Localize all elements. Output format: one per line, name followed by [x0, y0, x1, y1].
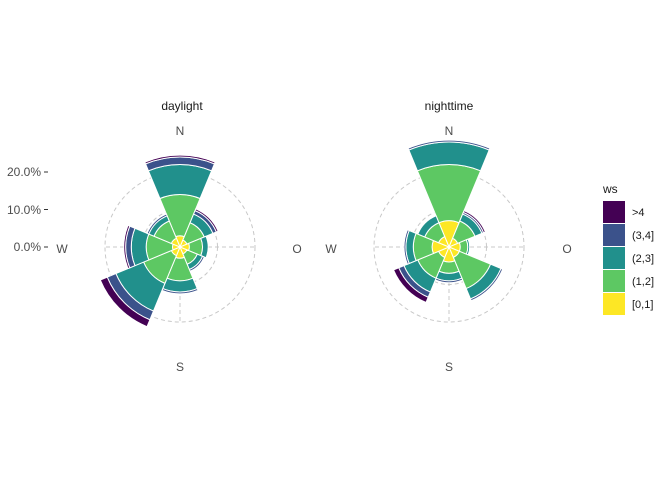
- radial-tick-label-0: 0.0%: [14, 240, 42, 254]
- compass-o-nighttime: O: [562, 242, 571, 256]
- legend-title: ws: [602, 182, 618, 196]
- bar-sw-4: [99, 276, 151, 328]
- bar-ne-4: [462, 209, 487, 234]
- panel-nighttime: nighttime N O S W: [325, 99, 571, 374]
- legend: ws >4 (3,4] (2,3] (1,2] [0,1]: [602, 182, 654, 315]
- bar-ne-4: [194, 208, 219, 233]
- panel-title-daylight: daylight: [161, 99, 203, 113]
- bar-w-4: [123, 224, 131, 270]
- legend-label: >4: [632, 207, 645, 219]
- bar-se-34: [469, 267, 504, 302]
- radial-axis: 0.0% 10.0% 20.0%: [7, 165, 48, 254]
- compass-s-daylight: S: [176, 360, 184, 374]
- compass-w-nighttime: W: [325, 242, 337, 256]
- legend-swatch: [603, 247, 625, 269]
- bar-nw-34: [146, 213, 168, 235]
- bar-n-4: [144, 154, 216, 165]
- legend-swatch: [603, 224, 625, 246]
- compass-w-daylight: W: [56, 242, 68, 256]
- legend-swatch: [603, 293, 625, 315]
- bar-w-34: [403, 229, 410, 265]
- compass-o-daylight: O: [292, 242, 301, 256]
- panel-title-nighttime: nighttime: [425, 99, 474, 113]
- legend-label: (3,4]: [632, 230, 654, 242]
- legend-label: (1,2]: [632, 276, 654, 288]
- legend-label: [0,1]: [632, 299, 653, 311]
- panel-daylight: daylight N O S W 0.0% 10.0% 20.0%: [7, 99, 302, 374]
- legend-swatch: [603, 270, 625, 292]
- bar-sw-4: [392, 267, 429, 304]
- bar-n-34: [407, 139, 491, 151]
- radial-tick-label-20: 20.0%: [7, 165, 41, 179]
- compass-n-nighttime: N: [445, 124, 454, 138]
- bar-nw-23: [417, 215, 440, 238]
- compass-n-daylight: N: [176, 124, 185, 138]
- bars-nighttime: [392, 139, 504, 304]
- bar-n-23: [147, 164, 213, 200]
- compass-s-nighttime: S: [445, 360, 453, 374]
- bar-w-23: [130, 227, 150, 267]
- bars-daylight: [99, 154, 219, 328]
- radial-tick-label-10: 10.0%: [7, 203, 41, 217]
- legend-swatch: [603, 201, 625, 223]
- legend-label: (2,3]: [632, 253, 654, 265]
